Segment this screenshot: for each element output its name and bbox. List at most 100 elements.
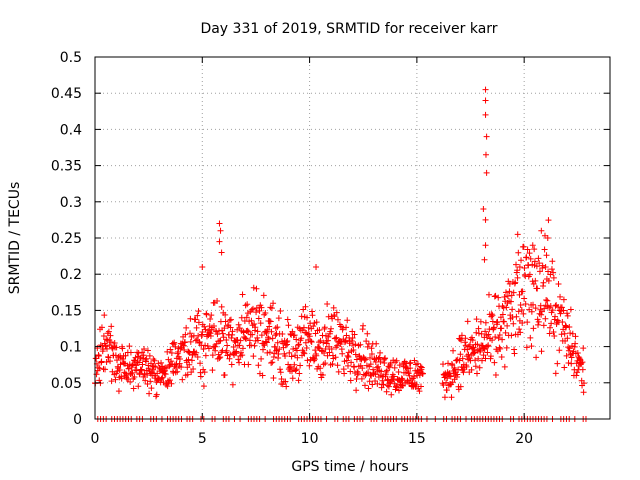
data-point — [508, 332, 515, 339]
data-point — [316, 326, 323, 333]
data-point — [572, 333, 579, 340]
data-point — [464, 318, 471, 325]
data-point — [205, 345, 212, 352]
data-point — [202, 326, 209, 333]
data-point — [98, 358, 105, 365]
data-point — [364, 343, 371, 350]
data-point — [108, 323, 115, 330]
data-point — [250, 284, 257, 291]
data-point — [457, 383, 464, 390]
data-point — [541, 305, 548, 312]
data-point — [476, 346, 483, 353]
data-point — [523, 344, 530, 351]
data-point — [147, 378, 154, 385]
x-tick-label: 5 — [198, 431, 207, 447]
data-point — [417, 383, 424, 390]
data-point — [304, 357, 311, 364]
data-point — [115, 388, 122, 395]
data-point — [361, 357, 368, 364]
data-point — [490, 324, 497, 331]
data-point — [254, 337, 261, 344]
data-point — [197, 360, 204, 367]
data-point — [364, 330, 371, 337]
x-axis-label: GPS time / hours — [291, 459, 408, 475]
plot-frame — [94, 56, 611, 420]
data-point — [218, 303, 225, 310]
data-point — [544, 297, 551, 304]
data-point — [501, 318, 508, 325]
data-point — [501, 293, 508, 300]
data-point — [528, 308, 535, 315]
data-point — [279, 330, 286, 337]
data-point — [526, 271, 533, 278]
data-point — [419, 370, 426, 377]
x-tick-label: 10 — [301, 431, 319, 447]
data-point — [160, 379, 167, 386]
data-point — [578, 360, 585, 367]
data-point — [552, 302, 559, 309]
data-point — [479, 357, 486, 364]
x-tick-label: 20 — [515, 431, 533, 447]
data-point — [341, 370, 348, 377]
data-point — [176, 356, 183, 363]
data-point — [489, 312, 496, 319]
data-point — [214, 331, 221, 338]
data-point — [105, 328, 112, 335]
data-point — [279, 381, 286, 388]
data-point — [151, 357, 158, 364]
data-point — [140, 352, 147, 359]
data-point — [579, 359, 586, 366]
data-point — [327, 328, 334, 335]
data-point — [195, 319, 202, 326]
data-point — [296, 370, 303, 377]
data-point — [228, 334, 235, 341]
data-point — [413, 381, 420, 388]
data-point — [455, 366, 462, 373]
data-point — [458, 332, 465, 339]
data-point — [482, 111, 489, 118]
data-point — [270, 374, 277, 381]
data-point — [319, 371, 326, 378]
data-point — [255, 362, 262, 369]
data-point — [312, 330, 319, 337]
data-point — [515, 308, 522, 315]
data-point — [167, 346, 174, 353]
data-point — [136, 359, 143, 366]
data-point — [497, 345, 504, 352]
data-point — [317, 365, 324, 372]
data-point — [313, 352, 320, 359]
data-point — [374, 380, 381, 387]
data-point — [520, 310, 527, 317]
data-point — [568, 354, 575, 361]
data-point — [110, 343, 117, 350]
data-point — [223, 347, 230, 354]
data-point — [246, 337, 253, 344]
data-point — [221, 371, 228, 378]
data-point — [530, 325, 537, 332]
data-point — [116, 366, 123, 373]
data-point — [332, 335, 339, 342]
data-point — [482, 355, 489, 362]
data-point — [208, 312, 215, 319]
data-point — [507, 298, 514, 305]
data-point — [126, 343, 133, 350]
data-point — [320, 361, 327, 368]
data-point — [222, 311, 229, 318]
data-point — [514, 274, 521, 281]
data-point — [303, 330, 310, 337]
data-point — [543, 252, 550, 259]
data-point — [348, 359, 355, 366]
data-point — [520, 243, 527, 250]
data-point — [262, 310, 269, 317]
data-point — [284, 338, 291, 345]
x-tick-label: 0 — [91, 431, 100, 447]
data-point — [518, 257, 525, 264]
data-point — [195, 308, 202, 315]
data-point — [538, 227, 545, 234]
data-point — [552, 370, 559, 377]
data-point — [334, 362, 341, 369]
data-point — [411, 373, 418, 380]
data-point — [514, 267, 521, 274]
data-point — [561, 330, 568, 337]
data-point — [542, 263, 549, 270]
